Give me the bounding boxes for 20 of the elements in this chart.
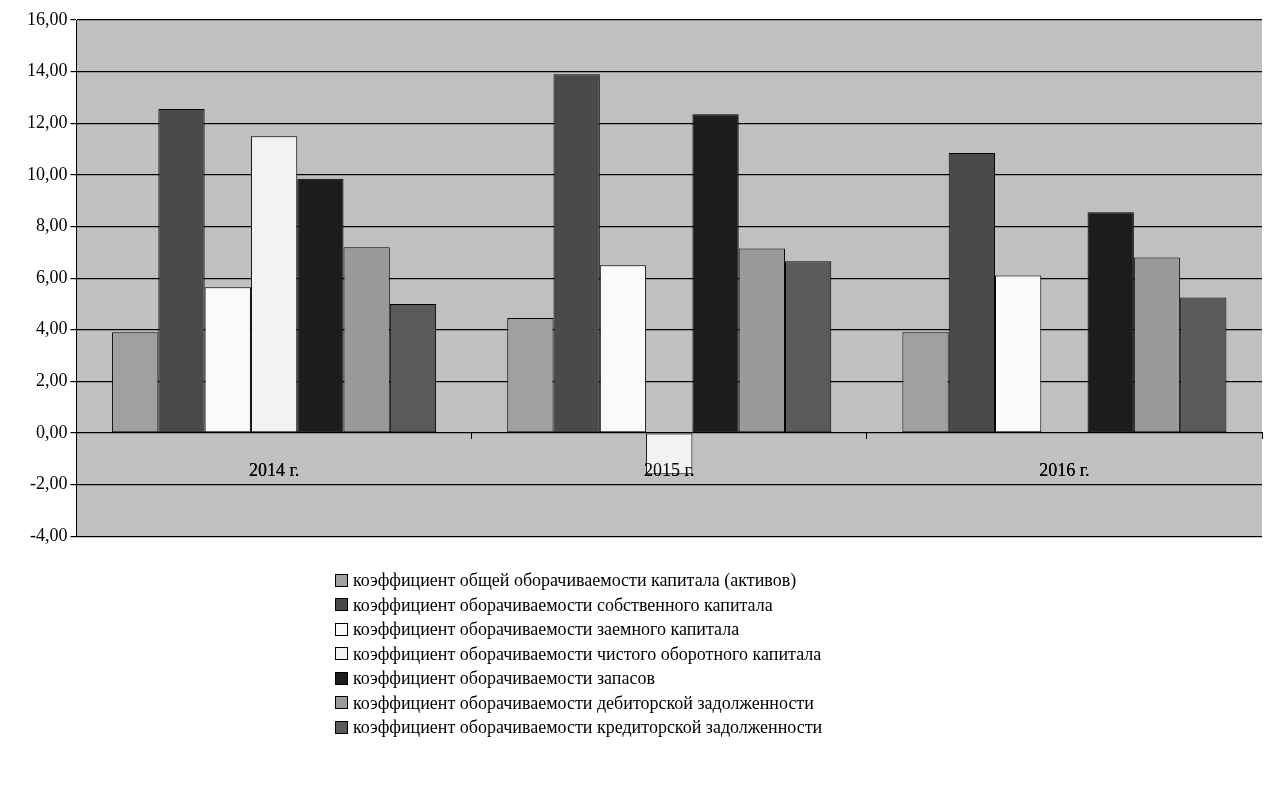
x-tick-label: 2016 г. — [1039, 460, 1090, 481]
y-tick-label: 12,00 — [27, 111, 68, 132]
legend-label: коэффициент оборачиваемости кредиторской задолженности — [353, 716, 823, 739]
legend-label: коэффициент оборачиваемости заемного капитала — [353, 618, 740, 641]
y-tick-label: 8,00 — [36, 215, 68, 236]
legend-label: коэффициент оборачиваемости запасов — [353, 667, 655, 690]
legend-label: коэффициент общей оборачиваемости капитала (активов) — [353, 569, 797, 592]
legend-label: коэффициент оборачиваемости чистого оборотного капитала — [353, 642, 822, 666]
legend-label: коэффициент оборачиваемости собственного капитала — [353, 593, 773, 617]
y-tick-label: 6,00 — [36, 266, 68, 287]
x-tick-label: 2014 г. — [248, 460, 300, 481]
y-tick-label: 4,00 — [36, 318, 68, 339]
y-tick-label: 16,00 — [27, 8, 68, 29]
y-tick-label: 0,00 — [36, 421, 68, 442]
legend-label: коэффициент оборачиваемости дебиторской задолженности — [353, 691, 814, 715]
y-tick-label: 2,00 — [36, 370, 68, 391]
y-tick-label: -4,00 — [30, 524, 68, 545]
y-tick-label: -2,00 — [30, 473, 68, 494]
y-tick-label: 14,00 — [27, 60, 68, 81]
y-tick-label: 10,00 — [27, 163, 68, 184]
